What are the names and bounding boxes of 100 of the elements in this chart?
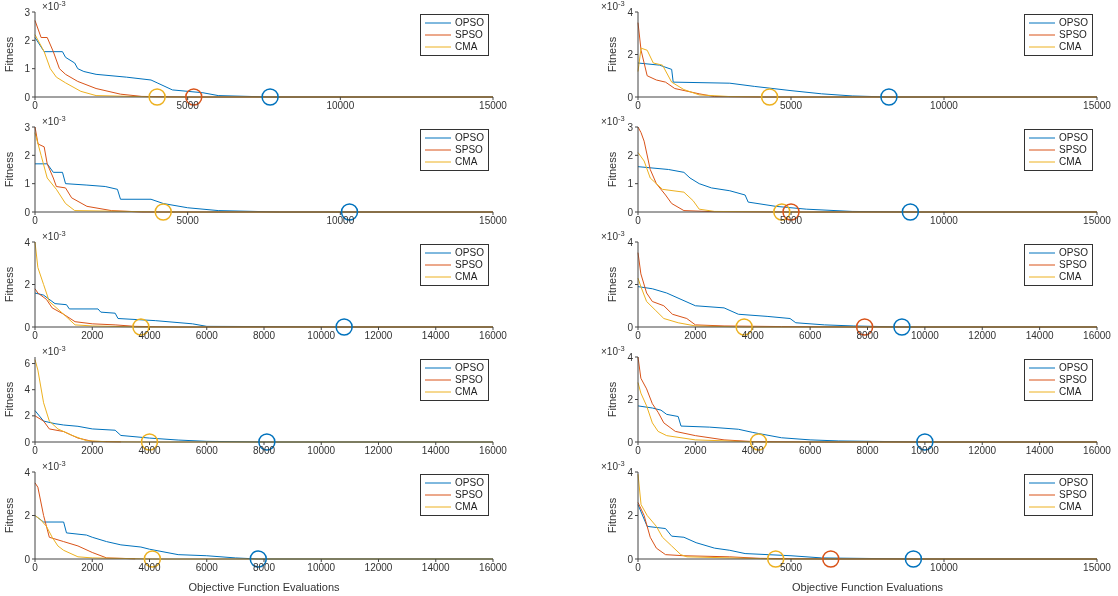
y-tick-label: 0 — [24, 436, 31, 448]
x-tick-label: 4000 — [138, 562, 162, 574]
x-tick-label: 6000 — [195, 330, 219, 342]
x-tick-label: 10000 — [307, 562, 336, 574]
y-tick-label: 4 — [24, 236, 31, 248]
x-tick-label: 16000 — [479, 562, 508, 574]
y-tick-label: 3 — [24, 6, 31, 18]
y-tick-label: 0 — [24, 321, 31, 333]
y-tick-label: 0 — [24, 91, 31, 103]
legend-label: CMA — [1059, 501, 1082, 513]
x-tick-label: 8000 — [856, 445, 880, 457]
text: ×10$^{-3}$ — [601, 0, 625, 12]
y-tick-label: 2 — [24, 410, 31, 422]
x-tick-label: 12000 — [968, 445, 997, 457]
y-tick-label: 2 — [627, 510, 634, 522]
x-tick-label: 15000 — [1083, 215, 1112, 227]
legend-label: OPSO — [455, 477, 484, 489]
x-tick-label: 0 — [32, 100, 39, 112]
y-tick-label: 4 — [627, 236, 634, 248]
y-tick-label: 2 — [627, 149, 634, 161]
x-tick-label: 4000 — [138, 445, 162, 457]
legend-label: CMA — [455, 271, 478, 283]
legend-label: CMA — [455, 501, 478, 513]
x-tick-label: 8000 — [252, 445, 276, 457]
y-tick-label: 2 — [627, 279, 634, 291]
legend-label: OPSO — [1059, 362, 1088, 374]
x-tick-label: 15000 — [1083, 562, 1112, 574]
x-tick-label: 6000 — [195, 562, 219, 574]
y-tick-label: 2 — [24, 34, 31, 46]
y-tick-label: 3 — [627, 121, 634, 133]
y-axis-title: Fitness — [605, 381, 618, 418]
x-tick-label: 4000 — [741, 330, 765, 342]
legend-label: CMA — [455, 41, 478, 53]
legend-label: CMA — [1059, 156, 1082, 168]
y-axis-title: Fitness — [2, 151, 15, 188]
x-tick-label: 2000 — [81, 445, 104, 457]
legend-label: SPSO — [1059, 144, 1087, 156]
y-tick-label: 4 — [627, 466, 634, 478]
x-tick-label: 6000 — [799, 330, 822, 342]
y-tick-label: 1 — [24, 63, 31, 75]
x-tick-label: 0 — [635, 100, 642, 112]
x-tick-label: 8000 — [252, 562, 276, 574]
x-tick-label: 14000 — [1025, 330, 1054, 342]
x-tick-label: 10000 — [930, 215, 959, 227]
y-tick-label: 4 — [24, 466, 31, 478]
x-tick-label: 10000 — [930, 100, 959, 112]
annotation: ×10$^{-3}$ — [42, 458, 66, 472]
x-tick-label: 8000 — [252, 330, 276, 342]
x-tick-label: 0 — [635, 330, 642, 342]
x-tick-label: 10000 — [307, 330, 336, 342]
legend-label: SPSO — [455, 259, 483, 271]
y-tick-label: 0 — [627, 321, 634, 333]
text: ×10$^{-3}$ — [601, 458, 625, 472]
x-tick-label: 12000 — [968, 330, 997, 342]
y-tick-label: 2 — [24, 510, 31, 522]
text: ×10$^{-3}$ — [601, 228, 625, 242]
y-axis-title: Fitness — [2, 36, 15, 73]
x-tick-label: 15000 — [1083, 100, 1112, 112]
legend-label: OPSO — [1059, 477, 1088, 489]
legend-label: SPSO — [1059, 29, 1087, 41]
y-axis-title: Fitness — [2, 266, 15, 303]
x-tick-label: 14000 — [1025, 445, 1054, 457]
x-tick-label: 10000 — [326, 100, 355, 112]
x-axis-title: Objective Function Evaluations — [791, 581, 944, 593]
x-tick-label: 0 — [32, 562, 39, 574]
x-tick-label: 14000 — [421, 562, 451, 574]
y-tick-label: 2 — [24, 279, 31, 291]
legend-label: SPSO — [455, 489, 483, 501]
x-tick-label: 14000 — [421, 445, 451, 457]
y-axis-title: Fitness — [2, 497, 15, 534]
text: ×10$^{-3}$ — [601, 113, 625, 127]
x-tick-label: 10000 — [910, 445, 940, 457]
y-axis-title: Fitness — [2, 381, 15, 418]
x-tick-label: 12000 — [364, 562, 393, 574]
y-axis-title: Fitness — [605, 151, 618, 188]
legend-label: OPSO — [1059, 17, 1088, 29]
text: ×10$^{-3}$ — [601, 343, 625, 357]
legend-label: SPSO — [1059, 374, 1087, 386]
y-axis-title: Fitness — [605, 36, 618, 73]
x-tick-label: 12000 — [364, 445, 393, 457]
y-tick-label: 2 — [627, 49, 634, 61]
x-tick-label: 10000 — [307, 445, 336, 457]
legend-label: SPSO — [455, 29, 483, 41]
x-tick-label: 15000 — [479, 215, 508, 227]
x-tick-label: 6000 — [195, 445, 219, 457]
legend-label: OPSO — [1059, 247, 1088, 259]
x-tick-label: 0 — [32, 445, 39, 457]
x-tick-label: 12000 — [364, 330, 393, 342]
x-tick-label: 5000 — [176, 215, 200, 227]
annotation: ×10$^{-3}$ — [42, 228, 66, 242]
y-tick-label: 0 — [627, 436, 634, 448]
annotation: ×10$^{-3}$ — [42, 0, 66, 12]
x-tick-label: 16000 — [479, 445, 508, 457]
legend-label: CMA — [455, 386, 478, 398]
legend-label: OPSO — [455, 132, 484, 144]
y-axis-title: Fitness — [605, 266, 618, 303]
y-tick-label: 0 — [24, 206, 31, 218]
x-tick-label: 2000 — [684, 445, 707, 457]
y-tick-label: 1 — [627, 178, 634, 190]
y-tick-label: 0 — [627, 206, 634, 218]
